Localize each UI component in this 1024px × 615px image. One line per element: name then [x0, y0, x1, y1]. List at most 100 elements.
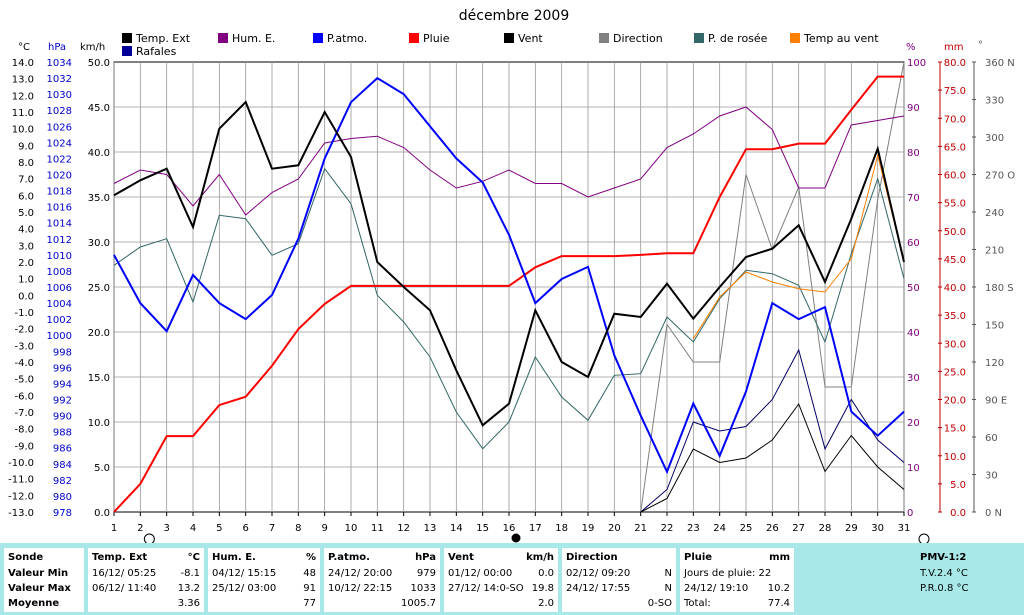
deg-tick-label: 330: [985, 96, 1004, 107]
dir-title: Direction: [566, 552, 618, 563]
sonde-title: Sonde: [8, 552, 44, 563]
kmh-tick-label: 50.0: [88, 58, 110, 69]
x-tick-label: 22: [661, 523, 674, 534]
temp-max-time: 06/12/ 11:40: [92, 583, 157, 594]
hum-max-time: 25/12/ 03:00: [212, 583, 277, 594]
weather-chart: décembre 2009 Temp. Ext Hum. E. P.atmo. Plu…: [8, 8, 1015, 543]
pct-axis-label: %: [906, 42, 916, 53]
legend-swatch: [790, 33, 800, 43]
temp-tick-label: 7.0: [18, 175, 34, 186]
x-tick-label: 20: [608, 523, 621, 534]
hpa-tick-label: 992: [53, 396, 72, 407]
hpa-tick-label: 1004: [47, 299, 72, 310]
hpa-tick-label: 1014: [47, 219, 72, 230]
vent-min-value: 0.0: [538, 568, 554, 579]
mm-axis-label: mm: [944, 42, 963, 53]
mm-tick-label: 20.0: [944, 396, 966, 407]
hpa-tick-label: 1028: [47, 106, 72, 117]
hpa-tick-label: 988: [53, 428, 72, 439]
x-tick-label: 9: [321, 523, 327, 534]
hpa-tick-label: 1024: [47, 138, 72, 149]
legend-label: Temp au vent: [803, 32, 879, 45]
pluie-rain-days: Jours de pluie: 22: [684, 568, 772, 579]
vent-title: Vent: [448, 552, 474, 563]
hpa-tick-label: 990: [53, 412, 72, 423]
series-line-p-atmo: [113, 76, 905, 475]
deg-tick-label: 150: [985, 321, 1004, 332]
hum-title: Hum. E.: [212, 552, 256, 563]
dir-min-time: 02/12/ 09:20: [566, 568, 631, 579]
kmh-axis-label: km/h: [80, 42, 105, 53]
mm-tick-label: 75.0: [944, 86, 966, 97]
temp-tick-label: 10.0: [12, 125, 34, 136]
hpa-tick-label: 994: [53, 379, 72, 390]
hum-max-value: 91: [303, 583, 316, 594]
mm-tick-label: 10.0: [944, 452, 966, 463]
deg-tick-label: 240: [985, 208, 1004, 219]
legend-label: Temp. Ext: [135, 32, 191, 45]
x-tick-label: 7: [269, 523, 275, 534]
temp-tick-label: -12.0: [8, 491, 34, 502]
temp-tick-label: 14.0: [12, 58, 34, 69]
hpa-tick-label: 1030: [47, 90, 72, 101]
mm-tick-label: 55.0: [944, 199, 966, 210]
deg-tick-label: 360 N: [985, 58, 1015, 69]
temp-unit: °C: [187, 552, 200, 563]
summary-direction: Direction 02/12/ 09:20 N 24/12/ 17:55 N 0-…: [562, 548, 676, 612]
series-line-p-de-ros-e: [113, 167, 905, 450]
series-line-vent: [640, 402, 905, 513]
mm-tick-label: 15.0: [944, 424, 966, 435]
pluie-total-value: 77.4: [767, 598, 790, 609]
hpa-tick-label: 982: [53, 476, 72, 487]
pct-tick-label: 70: [907, 193, 920, 204]
legend-label: Direction: [613, 32, 663, 45]
row-label-min: Valeur Min: [8, 568, 69, 579]
moon-phases: [143, 533, 930, 543]
hum-unit: %: [305, 552, 316, 563]
temp-tick-label: 2.0: [18, 258, 34, 269]
hpa-tick-label: 1002: [47, 315, 72, 326]
moon-quarter-icon: [918, 533, 930, 543]
hpa-tick-label: 1020: [47, 171, 72, 182]
hpa-tick-label: 1018: [47, 187, 72, 198]
summary-hum: Hum. E.% 04/12/ 15:15 48 25/12/ 03:00 91 7…: [208, 548, 320, 612]
summary-pluie: Pluie mm Jours de pluie: 22 24/12/ 19:10 1…: [680, 548, 794, 612]
legend-swatch: [313, 33, 323, 43]
mm-tick-label: 5.0: [950, 480, 966, 491]
kmh-tick-label: 20.0: [88, 328, 110, 339]
dir-max-time: 24/12/ 17:55: [566, 583, 631, 594]
summary-vent: Vent km/h 01/12/ 00:00 0.0 27/12/ 14:0-SO 1…: [444, 548, 558, 612]
mm-tick-label: 65.0: [944, 142, 966, 153]
series-line-temp-au-vent: [692, 155, 905, 339]
x-tick-label: 26: [766, 523, 779, 534]
deg-tick-label: 210: [985, 246, 1004, 257]
row-label-avg: Moyenne: [8, 598, 60, 609]
patmo-min-value: 979: [416, 568, 436, 579]
x-tick-label: 6: [242, 523, 248, 534]
hpa-tick-label: 986: [53, 444, 72, 455]
dir-min-value: N: [664, 568, 672, 579]
kmh-tick-label: 15.0: [88, 373, 110, 384]
x-tick-label: 11: [371, 523, 384, 534]
x-tick-label: 19: [582, 523, 595, 534]
temp-min-time: 16/12/ 05:25: [92, 568, 157, 579]
legend: Temp. Ext Hum. E. P.atmo. Pluie Vent Directio…: [122, 32, 879, 58]
temp-tick-label: 12.0: [12, 91, 34, 102]
temp-tick-label: 13.0: [12, 75, 34, 86]
x-tick-label: 1: [111, 523, 117, 534]
x-tick-label: 3: [163, 523, 169, 534]
mm-tick-label: 0.0: [950, 508, 966, 519]
deg-tick-label: 0 N: [985, 508, 1002, 519]
kmh-tick-label: 30.0: [88, 238, 110, 249]
pct-tick-label: 30: [907, 373, 920, 384]
hpa-tick-label: 1000: [47, 331, 72, 342]
x-tick-label: 21: [634, 523, 647, 534]
vent-max-time: 27/12/ 14:0-SO: [448, 583, 524, 594]
x-tick-label: 5: [216, 523, 222, 534]
pct-tick-label: 80: [907, 148, 920, 159]
temp-tick-label: 5.0: [18, 208, 34, 219]
x-tick-label: 29: [845, 523, 858, 534]
series-line-pluie: [113, 75, 904, 513]
legend-label: Pluie: [423, 32, 450, 45]
legend-swatch: [122, 46, 132, 56]
